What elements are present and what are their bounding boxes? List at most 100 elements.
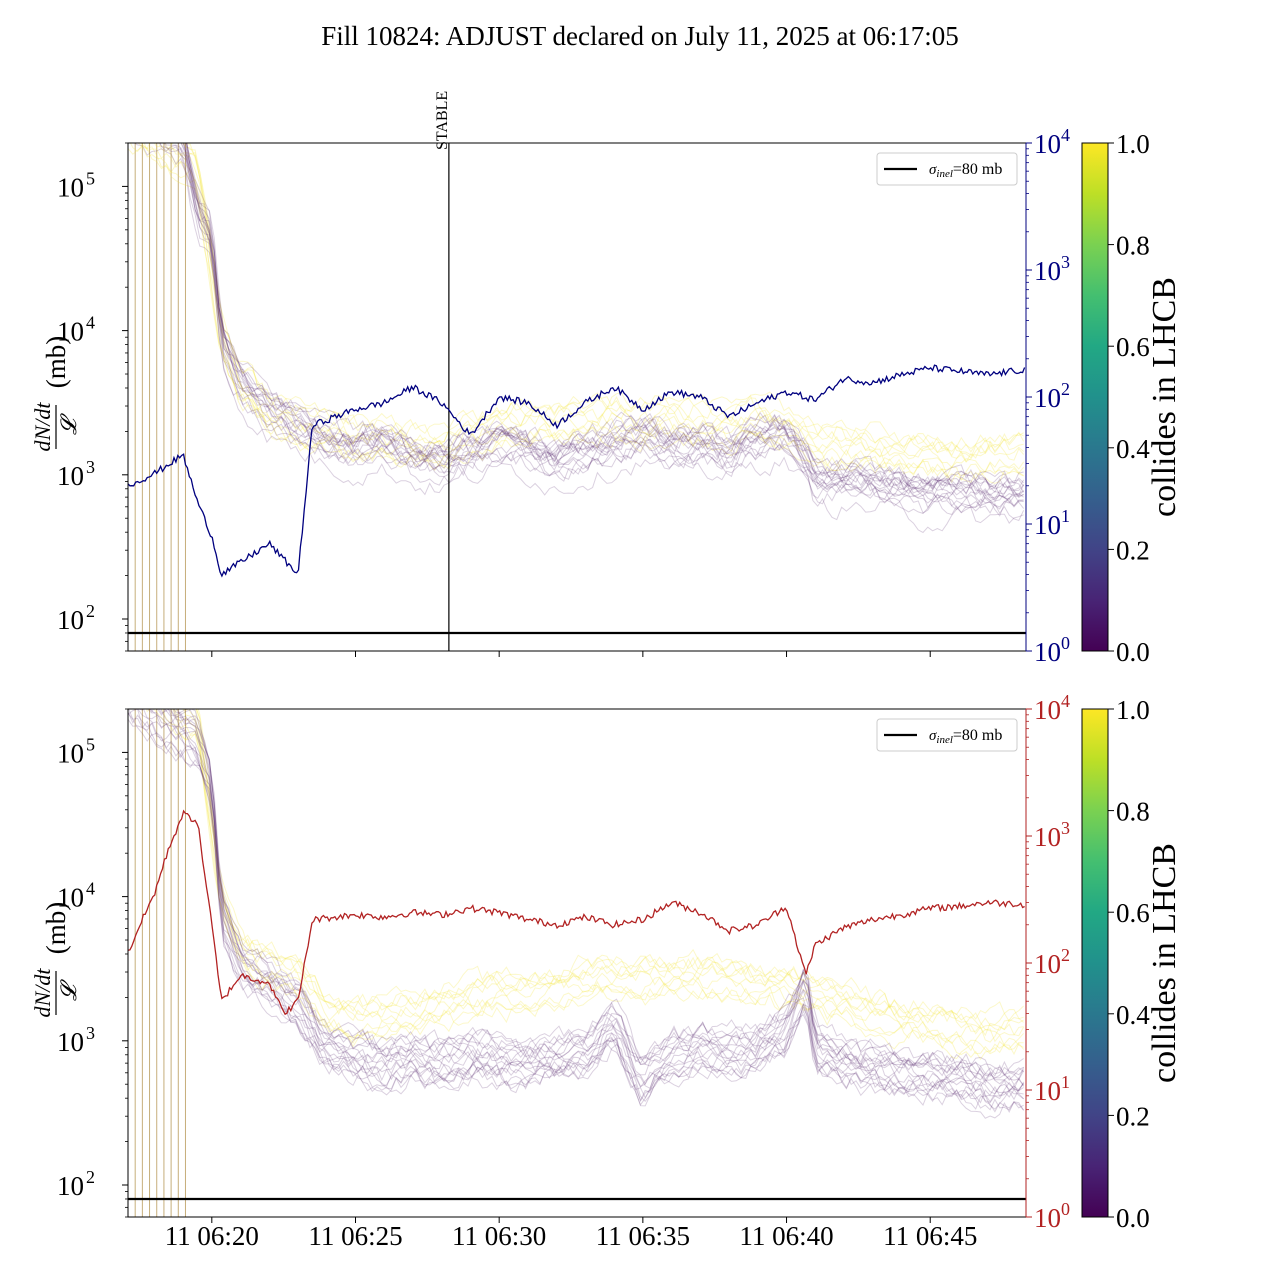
y-tick-exponent: 5 [86, 734, 95, 754]
y2-tick-exponent: 4 [1061, 691, 1070, 711]
bundle-trace-noncolliding [182, 143, 1024, 497]
y-tick-label: 10 [57, 605, 84, 635]
y2-tick-exponent: 2 [1061, 945, 1070, 965]
bottom-ylabel-numerator: dN/dt [30, 968, 55, 1018]
svg-text:σinel=80 mb: σinel=80 mb [929, 727, 1002, 746]
top-colorbar-label: collides in LHCB [1146, 277, 1183, 517]
colorbar-tick-label: 1.0 [1116, 695, 1150, 725]
bottom-legend-sub: inel [936, 734, 953, 746]
bundle-trace-noncolliding [160, 709, 1025, 1092]
x-tick-label: 11 06:25 [308, 1221, 402, 1251]
colorbar-tick-label: 0.6 [1116, 332, 1150, 362]
y2-tick-label: 10 [1034, 822, 1061, 852]
y2-tick-exponent: 2 [1061, 379, 1070, 399]
bundle-trace-noncolliding [159, 143, 1024, 517]
y2-tick-exponent: 3 [1061, 252, 1070, 272]
bundle-trace-noncolliding [167, 709, 1025, 1081]
bottom-right-series-line [128, 809, 1025, 1016]
top-colorbar: 0.0 0.2 0.4 0.6 0.8 1.0 collides in LHCB [1081, 129, 1183, 667]
bundle-trace-colliding [143, 143, 1024, 484]
bundle-trace-noncolliding [186, 143, 1024, 490]
y2-tick-label: 10 [1034, 1076, 1061, 1106]
top-right-series-line [128, 364, 1026, 578]
colorbar-tick-label: 0.0 [1116, 1203, 1150, 1233]
bundle-trace-colliding [173, 709, 1024, 1032]
bottom-ylabel-unit: (mb) [41, 902, 71, 954]
y2-tick-label: 10 [1034, 256, 1061, 286]
bottom-x-ticks: 11 06:20 11 06:25 11 06:30 11 06:35 11 06:40… [165, 1217, 977, 1251]
colorbar-tick-label: 0.4 [1116, 1000, 1150, 1030]
bundle-trace-colliding [181, 709, 1024, 1031]
bundle-trace-colliding [145, 709, 1024, 1061]
bottom-legend-rest: =80 mb [953, 727, 1002, 744]
y-tick-exponent: 4 [86, 879, 95, 899]
bundle-trace-noncolliding [185, 143, 1025, 502]
bundle-trace-colliding [129, 143, 1024, 477]
bundle-trace-colliding [140, 143, 1024, 469]
bundle-trace-colliding [188, 709, 1024, 1037]
bundle-trace-noncolliding [182, 143, 1024, 504]
y-tick-exponent: 4 [86, 313, 95, 333]
bundle-trace-colliding [182, 709, 1025, 1045]
y2-tick-label: 10 [1034, 637, 1061, 667]
y2-tick-exponent: 3 [1061, 818, 1070, 838]
y2-tick-label: 10 [1034, 949, 1061, 979]
y2-tick-exponent: 0 [1061, 633, 1070, 653]
bundle-trace-noncolliding [184, 143, 1025, 497]
bundle-trace-noncolliding [186, 143, 1024, 491]
bundle-trace-noncolliding [148, 709, 1024, 1081]
bundle-trace-noncolliding [146, 709, 1025, 1094]
y-tick-label: 10 [57, 738, 84, 768]
bundle-trace-noncolliding [151, 709, 1025, 1095]
colorbar-tick-label: 0.4 [1116, 434, 1150, 464]
bottom-colorbar: 0.0 0.2 0.4 0.6 0.8 1.0 collides in LHCB [1081, 695, 1183, 1233]
bundle-trace-noncolliding [186, 143, 1025, 493]
colorbar-tick-label: 0.2 [1116, 1101, 1150, 1131]
y2-tick-exponent: 0 [1061, 1199, 1070, 1219]
y2-tick-exponent: 1 [1061, 506, 1070, 526]
bundle-trace-colliding [157, 143, 1024, 463]
colorbar-tick-label: 1.0 [1116, 129, 1150, 159]
top-bundle-traces [128, 143, 1025, 534]
bundle-trace-noncolliding [137, 709, 1024, 1103]
bundle-trace-noncolliding [128, 719, 1024, 1106]
y-tick-exponent: 3 [86, 457, 95, 477]
top-ylabel-unit: (mb) [41, 336, 71, 388]
y-tick-label: 10 [57, 461, 84, 491]
bundle-trace-noncolliding [155, 709, 1024, 1076]
top-legend-symbol: σ [929, 162, 937, 178]
bundle-trace-noncolliding [184, 143, 1024, 489]
bundle-trace-colliding [183, 143, 1024, 454]
x-tick-label: 11 06:30 [452, 1221, 546, 1251]
bundle-trace-noncolliding [183, 143, 1024, 507]
bottom-ylabel: dN/dt 𝓛 (mb) [30, 902, 81, 1018]
bundle-trace-noncolliding [128, 709, 1024, 1119]
colorbar-tick-label: 0.6 [1116, 898, 1150, 928]
colorbar-tick-label: 0.8 [1116, 797, 1150, 827]
bundle-trace-noncolliding [137, 709, 1024, 1102]
top-legend: σinel=80 mb [876, 152, 1018, 186]
bundle-trace-colliding [180, 143, 1024, 457]
bundle-trace-noncolliding [133, 143, 1024, 534]
top-ylabel: dN/dt 𝓛 (mb) [30, 336, 81, 452]
svg-text:σinel=80 mb: σinel=80 mb [929, 161, 1002, 180]
bundle-trace-colliding [195, 709, 1024, 1036]
bundle-trace-noncolliding [180, 143, 1024, 502]
y-tick-label: 10 [57, 317, 84, 347]
top-legend-sub: inel [936, 168, 953, 180]
bottom-injection-lines [134, 709, 186, 1217]
bundle-trace-noncolliding [157, 709, 1024, 1081]
bundle-trace-colliding [161, 709, 1024, 1060]
bundle-trace-colliding [137, 143, 1025, 483]
y2-tick-label: 10 [1034, 1203, 1061, 1233]
y-tick-exponent: 3 [86, 1023, 95, 1043]
x-tick-label: 11 06:20 [165, 1221, 259, 1251]
bottom-legend-symbol: σ [929, 728, 937, 744]
colorbar-tick-label: 0.2 [1116, 535, 1150, 565]
bundle-trace-noncolliding [186, 143, 1024, 496]
bundle-trace-noncolliding [142, 709, 1024, 1104]
